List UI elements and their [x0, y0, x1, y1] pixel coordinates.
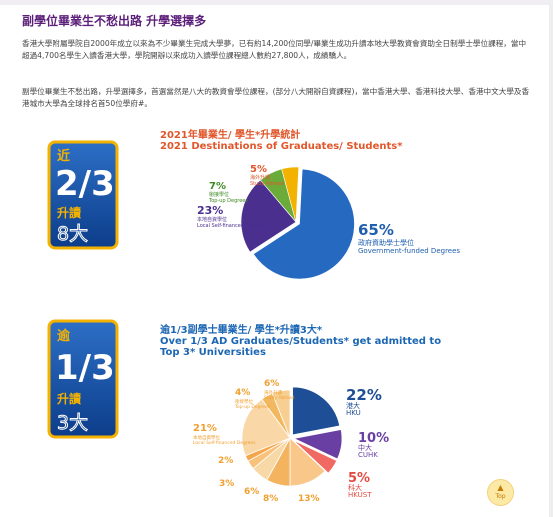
chart2-en-label: HKU	[346, 409, 361, 417]
chart1-pct-label: 23%	[197, 204, 223, 217]
chart2-pct-label: 13%	[298, 494, 320, 504]
chart2-slice-1	[292, 429, 343, 460]
chart2-title: 逾1/3副學士畢業生/ 學生*升讀3大* Over 1/3 AD Graduat…	[160, 325, 441, 358]
badge2-fraction: 1/3	[55, 348, 115, 388]
chart2-pct-label: 5%	[348, 471, 370, 486]
chart2-slice-3	[289, 437, 326, 487]
chart2-pct-label: 21%	[193, 423, 217, 434]
chart1-slice-5%	[281, 166, 300, 223]
chart2-title-zh: 逾1/3副學士畢業生/ 學生*升讀3大*	[160, 325, 323, 336]
page-heading: 副學位畢業生不愁出路 升學選擇多	[22, 14, 207, 28]
chart2-pct-label: 2%	[218, 456, 233, 466]
badge2-target: 3大	[57, 412, 88, 434]
chart2-slice-7	[244, 437, 291, 462]
chart1-slice-23%	[240, 179, 297, 253]
badge1-verb: 升讀	[57, 205, 81, 220]
chart2-en-label: HKUST	[348, 491, 372, 499]
chart2-en-label: CUHK	[358, 451, 378, 459]
back-to-top-button[interactable]: ▲ Top	[488, 480, 513, 505]
badge2-prefix: 逾	[57, 328, 71, 344]
chart2-title-en-1: Over 1/3 AD Graduates/Students* get admi…	[160, 336, 442, 347]
chart2-pct-label: 8%	[263, 494, 278, 504]
chart1-pct-label: 7%	[209, 181, 226, 192]
chart2-zh-label: 本地自資學位	[193, 434, 220, 441]
chart2-zh-label: 港大	[346, 401, 360, 410]
chart2-pct-label: 4%	[235, 388, 250, 398]
badge1-target: 8大	[57, 223, 88, 245]
chart2-slice-2	[293, 439, 338, 474]
chart1-en-label: Study Abroad	[250, 181, 284, 187]
chart1-en-label: Local Self-financed Degrees	[197, 223, 267, 229]
chart2-zh-label: 中大	[358, 443, 372, 452]
stat-badge-one-third: 逾 1/3 升讀 3大	[47, 319, 119, 439]
chart1-zh-label: 政府資助學士學位	[358, 238, 414, 247]
chart2-title-en-2: Top 3* Universities	[160, 347, 266, 358]
chart2-zh-label: 科大	[348, 483, 362, 492]
chart1-en-label: Top-up Degrees	[208, 198, 248, 204]
chart1-zh-label: 銜接學位	[209, 191, 229, 198]
badge1-prefix: 近	[57, 148, 70, 164]
chart2-slice-5	[252, 437, 291, 481]
chart1-slice-7%	[259, 168, 297, 223]
chart2-zh-label: 銜接學位	[235, 398, 253, 405]
chart1-title-en: 2021 Destinations of Graduates/ Students…	[160, 141, 403, 152]
chart1-zh-label: 本地自資學位	[197, 216, 227, 223]
chart2-slice-9	[261, 392, 291, 439]
chart2-slice-0	[292, 386, 341, 436]
chart2-slice-6	[247, 437, 291, 470]
back-to-top-label: Top	[495, 493, 506, 500]
chart1-pct-label: 65%	[358, 221, 394, 239]
page-scrollbar[interactable]	[549, 0, 553, 517]
chart2-en-label: Study Abroad	[264, 395, 295, 401]
stat-badge-two-thirds: 近 2/3 升讀 8大	[47, 140, 119, 250]
second-paragraph: 副學位畢業生不愁出路，升學選擇多，首選當然是八大的教資會學位課程，(部分八大開辦…	[22, 87, 530, 108]
chart1-pct-label: 5%	[250, 164, 267, 175]
chart2-en-label: Local Self-financed Degrees	[193, 440, 256, 446]
chart1-title-zh: 2021年畢業生/ 學生*升學統計	[160, 130, 301, 141]
chart2-pct-label: 6%	[264, 379, 279, 389]
chart1-slice-65%	[252, 168, 355, 280]
intro-paragraph: 香港大學附屬學院自2000年成立以來為不少畢業生完成大學夢，已有約14,200位…	[22, 39, 527, 60]
chart2-slice-8	[241, 398, 291, 457]
badge1-fraction: 2/3	[55, 164, 115, 204]
chart2-pct-label: 3%	[219, 479, 234, 489]
badge2-verb: 升讀	[57, 391, 81, 406]
chart2-pct-label: 6%	[244, 487, 259, 497]
chart1-zh-label: 海外升讀	[250, 174, 270, 181]
chart1-en-label: Government-funded Degrees	[358, 247, 460, 255]
chart2-pct-label: 10%	[358, 431, 389, 446]
chart2-pct-label: 22%	[346, 386, 382, 404]
arrow-up-icon: ▲	[497, 483, 504, 492]
chart2-slice-4	[266, 437, 291, 487]
chart2-zh-label: 海外升讀	[264, 389, 282, 396]
chart2-slice-10	[271, 389, 291, 439]
chart2-en-label: Top-up Degrees	[234, 404, 271, 410]
top-strip	[0, 0, 553, 5]
chart1-title: 2021年畢業生/ 學生*升學統計 2021 Destinations of G…	[160, 130, 402, 152]
